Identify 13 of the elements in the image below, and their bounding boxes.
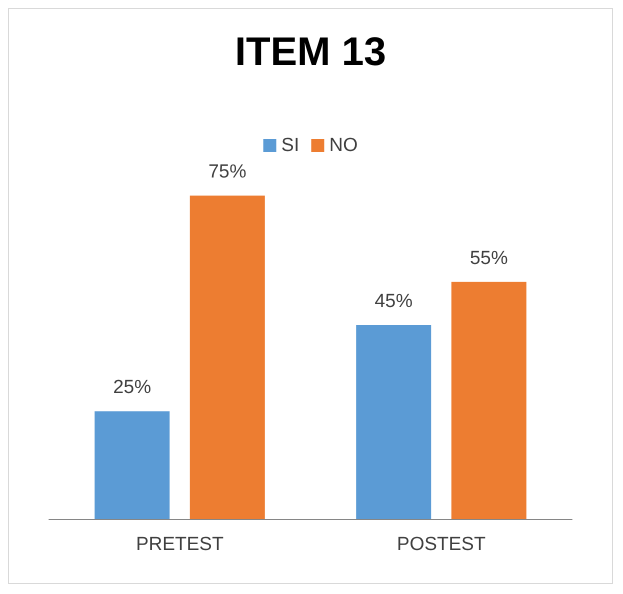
chart-title: ITEM 13	[234, 30, 386, 74]
legend-label: NO	[329, 135, 358, 156]
legend-label: SI	[281, 135, 300, 156]
bar	[190, 196, 265, 519]
x-tick-label: PRETEST	[136, 534, 224, 555]
bar	[451, 282, 526, 519]
data-label: 75%	[208, 162, 246, 183]
bar	[356, 324, 432, 519]
data-label: 55%	[470, 248, 508, 269]
bar	[94, 411, 170, 519]
data-label: 45%	[374, 290, 413, 312]
data-label: 25%	[113, 377, 152, 398]
x-tick-label: POSTEST	[396, 534, 486, 555]
